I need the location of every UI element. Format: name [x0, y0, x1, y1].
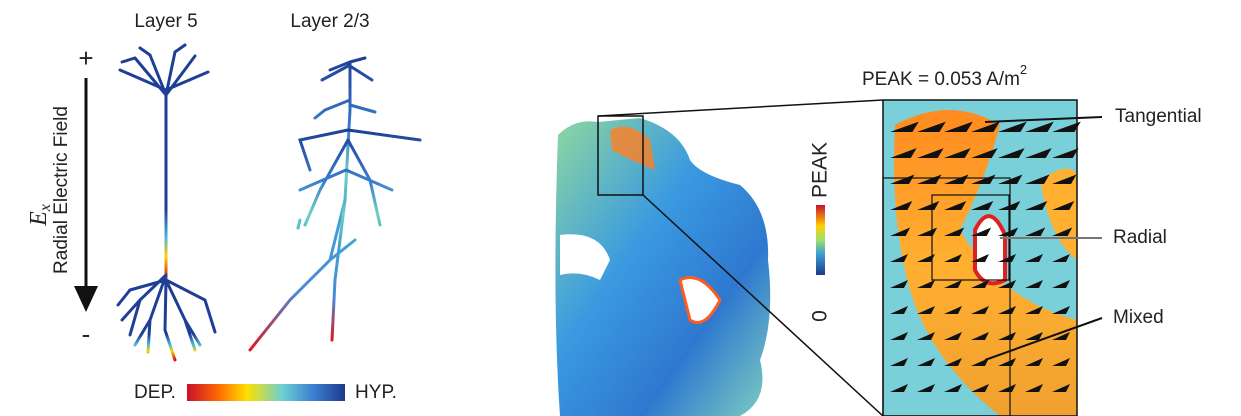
colorbar-low: DEP. [134, 382, 176, 403]
figure: Layer 5 Layer 2/3 + - Ex Radial Electric… [0, 0, 1241, 416]
symbol: E [26, 211, 52, 227]
axis-title: Radial Electric Field [51, 106, 72, 274]
layer23-neuron [250, 58, 420, 350]
zoom-line [598, 100, 883, 116]
peak-text: PEAK = 0.053 A/m [862, 69, 1020, 90]
peak-colorbar [816, 205, 825, 275]
peak-sup: 2 [1020, 62, 1027, 77]
annotation: Radial [1113, 227, 1167, 248]
colorbar-bottom: 0 [809, 310, 832, 322]
sulcus [975, 216, 1005, 283]
annotation: Tangential [1115, 106, 1202, 127]
layer5-neuron [118, 45, 215, 360]
colorbar-top: PEAK [809, 142, 832, 198]
minus-sign: - [82, 319, 91, 349]
layer-label: Layer 5 [134, 11, 197, 32]
arrow-head [74, 286, 98, 312]
plus-sign: + [78, 43, 93, 73]
inset [883, 100, 1081, 416]
field-symbol: Ex [26, 204, 54, 227]
layer-label: Layer 2/3 [290, 11, 369, 32]
colorbar-high: HYP. [355, 382, 397, 403]
peak-value: PEAK = 0.053 A/m2 [862, 62, 1027, 90]
colorbar [187, 384, 345, 401]
annotation: Mixed [1113, 307, 1164, 328]
